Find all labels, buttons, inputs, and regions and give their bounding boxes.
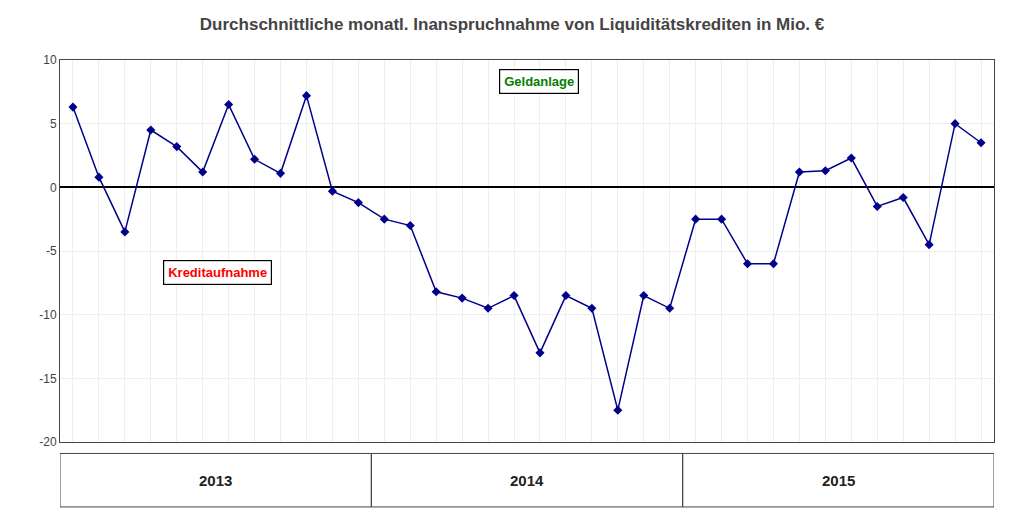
svg-text:2014: 2014 (510, 472, 544, 489)
svg-text:5: 5 (50, 117, 57, 131)
svg-text:0: 0 (50, 181, 57, 195)
svg-text:-5: -5 (46, 244, 57, 258)
svg-text:-20: -20 (39, 435, 57, 449)
svg-text:Geldanlage: Geldanlage (504, 74, 574, 89)
svg-text:2015: 2015 (822, 472, 855, 489)
svg-text:-10: -10 (39, 308, 57, 322)
svg-text:Kreditaufnahme: Kreditaufnahme (168, 265, 267, 280)
svg-text:Durchschnittliche monatl. Inan: Durchschnittliche monatl. Inanspruchnahm… (200, 15, 825, 34)
svg-text:10: 10 (43, 53, 57, 67)
svg-text:-15: -15 (39, 372, 57, 386)
svg-text:2013: 2013 (199, 472, 232, 489)
